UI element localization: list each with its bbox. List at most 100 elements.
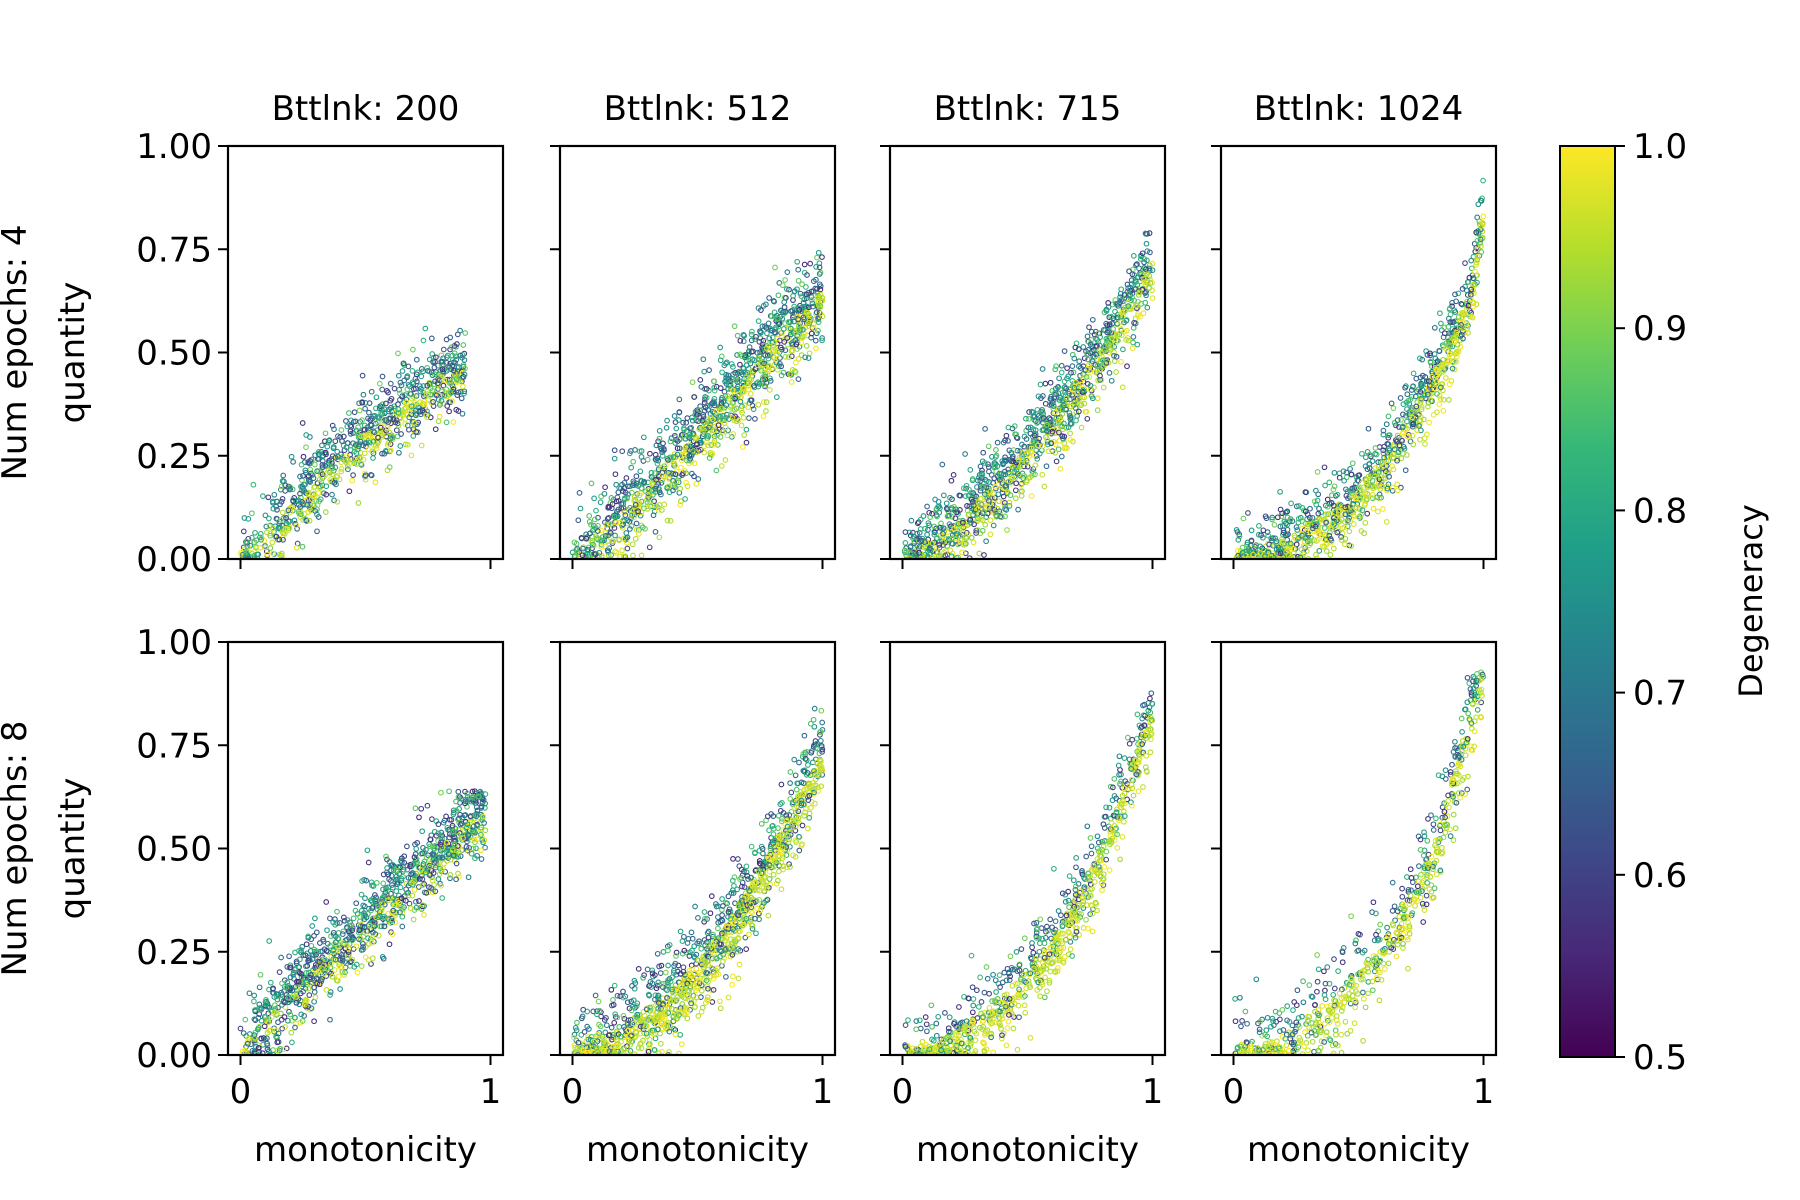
data-point: [297, 490, 303, 497]
data-point: [913, 556, 919, 559]
data-point: [1418, 398, 1424, 404]
data-point: [1417, 436, 1423, 443]
data-point: [1307, 505, 1313, 512]
data-point: [978, 516, 984, 523]
data-point: [1314, 469, 1321, 475]
data-point: [1052, 449, 1059, 456]
data-point: [1386, 473, 1392, 480]
data-point: [1358, 528, 1365, 534]
data-point: [1455, 348, 1462, 355]
data-point: [338, 466, 345, 473]
data-point: [586, 518, 593, 525]
data-point: [1015, 506, 1021, 513]
data-point: [411, 854, 418, 861]
data-point: [976, 550, 983, 557]
data-point: [266, 938, 273, 944]
data-point: [334, 498, 341, 505]
data-point: [328, 459, 334, 466]
data-point: [947, 547, 954, 554]
data-point: [324, 443, 331, 450]
data-point: [417, 383, 423, 389]
data-point: [701, 443, 708, 450]
data-point: [740, 385, 746, 392]
data-point: [683, 419, 690, 426]
data-point: [1083, 374, 1090, 380]
panel-frame: [888, 144, 1167, 561]
data-point: [977, 478, 984, 484]
data-point: [1052, 366, 1059, 373]
data-point: [404, 441, 411, 448]
data-point: [970, 539, 977, 546]
data-point: [1391, 420, 1398, 426]
data-point: [440, 382, 447, 389]
data-point: [1072, 399, 1078, 406]
data-point: [796, 306, 803, 313]
data-point: [1149, 287, 1155, 294]
data-point: [1336, 507, 1343, 514]
data-point: [1144, 248, 1151, 254]
data-point: [764, 345, 770, 352]
data-point: [1359, 480, 1365, 487]
data-point: [1390, 443, 1397, 450]
data-point: [382, 417, 389, 423]
data-point: [613, 481, 620, 488]
data-point: [1348, 471, 1355, 478]
data-point: [648, 502, 654, 509]
data-point: [312, 452, 318, 459]
data-point: [749, 328, 755, 335]
data-point: [714, 428, 720, 435]
data-point: [693, 435, 700, 442]
data-point: [1087, 386, 1094, 393]
data-point: [356, 400, 362, 407]
data-point: [667, 454, 673, 461]
data-point: [704, 439, 710, 446]
data-point: [985, 504, 991, 510]
data-point: [428, 400, 435, 406]
data-point: [1354, 505, 1360, 511]
data-point: [1039, 471, 1046, 478]
data-point: [351, 456, 358, 463]
data-point: [1031, 439, 1037, 445]
data-point: [368, 388, 375, 395]
data-point: [819, 294, 826, 301]
data-point: [284, 526, 291, 532]
data-point: [1427, 350, 1433, 357]
data-point: [1106, 370, 1113, 376]
data-point: [607, 530, 614, 536]
data-point: [993, 447, 999, 453]
data-point: [1233, 527, 1240, 533]
data-point: [771, 354, 778, 361]
data-point: [613, 519, 619, 526]
data-point: [460, 342, 467, 348]
data-point: [695, 476, 702, 482]
data-point: [943, 500, 950, 507]
data-point: [994, 463, 1001, 469]
column-title: Bttlnk: 512: [604, 89, 792, 129]
data-point: [1349, 460, 1356, 467]
data-point: [784, 269, 791, 275]
data-point: [1480, 213, 1487, 220]
data-point: [1068, 369, 1074, 376]
data-point: [666, 471, 673, 478]
data-point: [1375, 508, 1381, 515]
data-point: [266, 523, 273, 529]
data-point: [1109, 335, 1115, 341]
data-point: [1321, 464, 1328, 471]
data-point: [1409, 409, 1415, 415]
data-point: [404, 386, 411, 393]
data-point: [1417, 417, 1424, 424]
data-point: [756, 338, 763, 345]
data-point: [1474, 253, 1481, 260]
data-point: [1103, 360, 1110, 366]
data-point: [784, 335, 791, 341]
data-point: [673, 425, 680, 432]
data-point: [642, 526, 648, 532]
data-point: [1302, 489, 1309, 495]
data-point: [819, 297, 826, 304]
data-point: [1035, 393, 1042, 400]
data-point: [1287, 516, 1294, 523]
data-point: [388, 404, 394, 411]
data-point: [960, 519, 966, 526]
data-point: [787, 318, 794, 325]
data-point: [1275, 544, 1282, 551]
